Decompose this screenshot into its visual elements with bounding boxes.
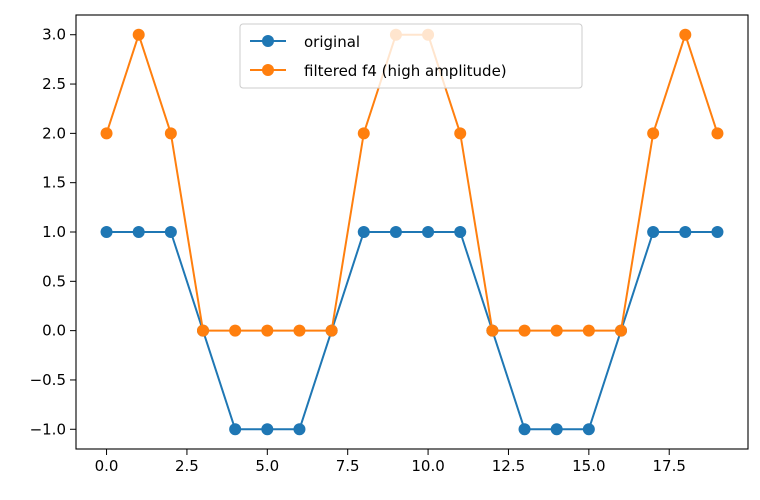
data-point xyxy=(550,324,563,337)
data-point xyxy=(422,226,435,238)
data-point xyxy=(325,324,338,337)
data-point xyxy=(164,226,177,238)
data-point xyxy=(454,226,467,238)
x-tick-label: 15.0 xyxy=(572,457,605,475)
data-point xyxy=(197,324,210,337)
data-point xyxy=(132,226,145,238)
data-point xyxy=(357,127,370,140)
data-point xyxy=(261,423,274,436)
data-point xyxy=(357,226,370,238)
data-point xyxy=(582,324,595,337)
data-point xyxy=(229,423,242,436)
data-point xyxy=(261,324,274,337)
data-point xyxy=(293,423,306,436)
axes-frame xyxy=(75,14,749,450)
data-point xyxy=(647,226,660,238)
legend-label: filtered f4 (high amplitude) xyxy=(304,62,507,80)
y-tick-label: 2.5 xyxy=(42,75,66,93)
data-point xyxy=(518,324,531,337)
x-tick-label: 10.0 xyxy=(411,457,444,475)
data-point xyxy=(614,324,627,337)
data-point xyxy=(486,324,499,337)
data-point xyxy=(550,423,563,436)
y-tick-label: 3.0 xyxy=(42,26,66,44)
y-tick-label: −0.5 xyxy=(30,371,66,389)
data-point xyxy=(582,423,595,436)
data-point xyxy=(229,324,242,337)
x-tick-label: 17.5 xyxy=(653,457,686,475)
legend: original filtered f4 (high amplitude) xyxy=(239,23,583,89)
data-point xyxy=(389,226,402,238)
y-tick-label: 1.5 xyxy=(42,174,66,192)
legend-label: original xyxy=(304,33,360,51)
legend-marker xyxy=(262,35,274,47)
y-tick-label: −1.0 xyxy=(30,420,66,438)
data-point xyxy=(679,28,692,41)
legend-box xyxy=(239,23,583,89)
y-tick-label: 2.0 xyxy=(42,124,66,142)
data-point xyxy=(100,127,113,140)
data-point xyxy=(293,324,306,337)
data-point xyxy=(164,127,177,140)
y-tick-label: 1.0 xyxy=(42,223,66,241)
x-tick-label: 2.5 xyxy=(175,457,199,475)
y-tick-label: 0.5 xyxy=(42,272,66,290)
data-point xyxy=(711,127,724,140)
series-line xyxy=(106,231,718,431)
data-point xyxy=(679,226,692,238)
y-tick-label: 0.0 xyxy=(42,322,66,340)
y-axis: −1.0 −0.5 0.0 0.5 1.0 1.5 2.0 2.5 3.0 xyxy=(30,26,76,438)
x-tick-label: 7.5 xyxy=(336,457,360,475)
data-point xyxy=(711,226,724,238)
x-tick-label: 12.5 xyxy=(492,457,525,475)
data-point xyxy=(132,28,145,41)
data-point xyxy=(518,423,531,436)
x-tick-label: 5.0 xyxy=(255,457,279,475)
data-point xyxy=(647,127,660,140)
legend-marker xyxy=(262,64,274,76)
x-tick-label: 0.0 xyxy=(95,457,119,475)
data-point xyxy=(100,226,113,238)
x-axis: 0.0 2.5 5.0 7.5 10.0 12.5 15.0 17.5 xyxy=(95,449,686,475)
data-point xyxy=(454,127,467,140)
